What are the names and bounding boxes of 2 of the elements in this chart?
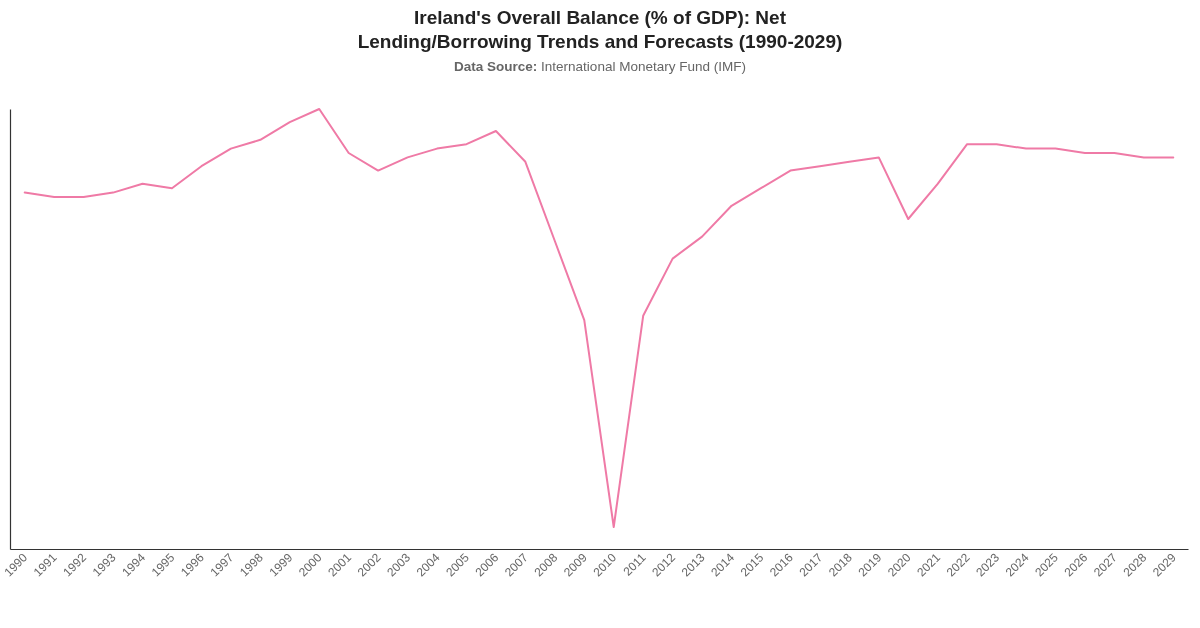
chart-subtitle: Data Source: International Monetary Fund (IMF) — [453, 59, 747, 74]
chart-title: Ireland's Overall Balance (% of GDP): Net Lending/Borrowing Trends and Forecasts (1990-2029) — [356, 6, 844, 54]
